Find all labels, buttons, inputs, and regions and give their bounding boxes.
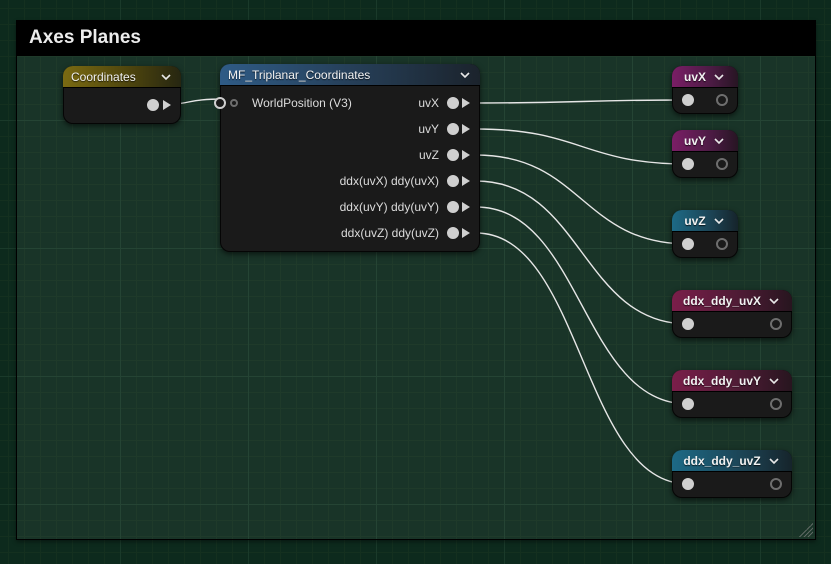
node-mf-triplanar-coordinates[interactable]: MF_Triplanar_Coordinates WorldPosition (… bbox=[220, 64, 480, 252]
pin-row: uvZ bbox=[220, 142, 480, 168]
chevron-down-icon[interactable] bbox=[159, 70, 173, 84]
node-header[interactable]: ddx_ddy_uvX bbox=[672, 290, 792, 312]
output-pin[interactable] bbox=[770, 478, 782, 490]
output-pin-row bbox=[63, 92, 181, 118]
input-pin[interactable] bbox=[682, 238, 694, 250]
node-title: ddx_ddy_uvZ bbox=[683, 454, 760, 468]
pin-row: uvY bbox=[220, 116, 480, 142]
node-coordinates[interactable]: Coordinates bbox=[63, 66, 181, 124]
node-title: uvX bbox=[684, 70, 706, 84]
node-header[interactable]: uvY bbox=[672, 130, 738, 152]
output-label: ddx(uvZ) ddy(uvZ) bbox=[333, 226, 447, 240]
node-title: ddx_ddy_uvX bbox=[683, 294, 761, 308]
input-pin[interactable] bbox=[682, 398, 694, 410]
chevron-down-icon[interactable] bbox=[712, 134, 726, 148]
pin-arrow-icon bbox=[462, 150, 470, 160]
node-header[interactable]: uvZ bbox=[672, 210, 738, 232]
output-pin[interactable] bbox=[770, 318, 782, 330]
input-label: WorldPosition (V3) bbox=[244, 96, 360, 110]
pin-default-icon bbox=[230, 99, 238, 107]
output-pin[interactable] bbox=[147, 99, 159, 111]
output-pin[interactable] bbox=[770, 398, 782, 410]
node-ddx-ddy-uvz[interactable]: ddx_ddy_uvZ bbox=[672, 450, 792, 498]
output-pin[interactable] bbox=[716, 94, 728, 106]
input-pin[interactable] bbox=[682, 318, 694, 330]
node-title: Coordinates bbox=[71, 70, 153, 84]
node-title: uvY bbox=[684, 134, 706, 148]
pin-row: ddx(uvY) ddy(uvY) bbox=[220, 194, 480, 220]
pin-arrow-icon bbox=[462, 202, 470, 212]
pin-arrow-icon bbox=[462, 124, 470, 134]
node-uvy[interactable]: uvY bbox=[672, 130, 738, 178]
pin-row: WorldPosition (V3) uvX bbox=[220, 90, 480, 116]
node-title: uvZ bbox=[684, 214, 705, 228]
output-pin[interactable] bbox=[716, 238, 728, 250]
node-uvz[interactable]: uvZ bbox=[672, 210, 738, 258]
comment-title[interactable]: Axes Planes bbox=[17, 21, 815, 56]
input-pin[interactable] bbox=[214, 97, 226, 109]
chevron-down-icon[interactable] bbox=[712, 214, 726, 228]
node-header[interactable]: ddx_ddy_uvY bbox=[672, 370, 792, 392]
pin-arrow-icon bbox=[462, 228, 470, 238]
output-pin[interactable] bbox=[447, 175, 459, 187]
chevron-down-icon[interactable] bbox=[767, 454, 781, 468]
pin-row: ddx(uvZ) ddy(uvZ) bbox=[220, 220, 480, 246]
node-header[interactable]: ddx_ddy_uvZ bbox=[672, 450, 792, 472]
pin-arrow-icon bbox=[163, 100, 171, 110]
output-label: ddx(uvX) ddy(uvX) bbox=[332, 174, 447, 188]
input-pin[interactable] bbox=[682, 94, 694, 106]
chevron-down-icon[interactable] bbox=[712, 70, 726, 84]
node-header[interactable]: MF_Triplanar_Coordinates bbox=[220, 64, 480, 86]
chevron-down-icon[interactable] bbox=[767, 374, 781, 388]
resize-handle[interactable] bbox=[799, 523, 813, 537]
node-ddx-ddy-uvy[interactable]: ddx_ddy_uvY bbox=[672, 370, 792, 418]
output-pin[interactable] bbox=[447, 149, 459, 161]
chevron-down-icon[interactable] bbox=[458, 68, 472, 82]
node-title: ddx_ddy_uvY bbox=[683, 374, 761, 388]
output-label: uvY bbox=[410, 122, 447, 136]
input-pin[interactable] bbox=[682, 478, 694, 490]
output-pin[interactable] bbox=[447, 227, 459, 239]
chevron-down-icon[interactable] bbox=[767, 294, 781, 308]
output-pin[interactable] bbox=[447, 201, 459, 213]
pin-row: ddx(uvX) ddy(uvX) bbox=[220, 168, 480, 194]
input-pin[interactable] bbox=[682, 158, 694, 170]
output-label: ddx(uvY) ddy(uvY) bbox=[332, 200, 447, 214]
output-pin[interactable] bbox=[447, 97, 459, 109]
node-title: MF_Triplanar_Coordinates bbox=[228, 68, 452, 82]
pin-arrow-icon bbox=[462, 176, 470, 186]
node-header[interactable]: uvX bbox=[672, 66, 738, 88]
node-ddx-ddy-uvx[interactable]: ddx_ddy_uvX bbox=[672, 290, 792, 338]
output-pin[interactable] bbox=[447, 123, 459, 135]
output-label: uvX bbox=[410, 96, 447, 110]
node-header[interactable]: Coordinates bbox=[63, 66, 181, 88]
pin-arrow-icon bbox=[462, 98, 470, 108]
node-uvx[interactable]: uvX bbox=[672, 66, 738, 114]
output-pin[interactable] bbox=[716, 158, 728, 170]
output-label: uvZ bbox=[411, 148, 447, 162]
